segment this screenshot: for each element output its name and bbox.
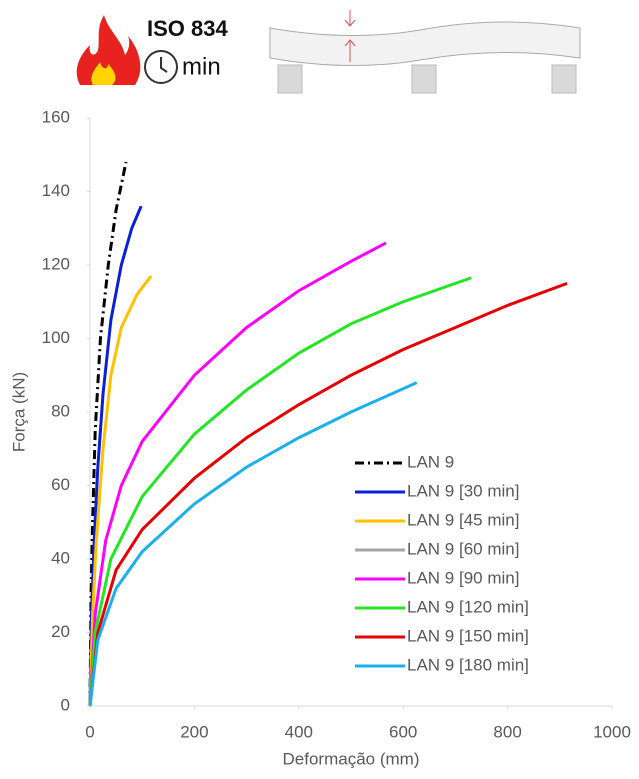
legend-label: LAN 9	[407, 452, 454, 471]
x-axis-label: Deformação (mm)	[283, 749, 420, 768]
series-line	[88, 381, 418, 707]
legend-label: LAN 9 [120 min]	[407, 597, 529, 616]
y-tick-label: 160	[42, 107, 70, 126]
legend-label: LAN 9 [45 min]	[407, 510, 519, 529]
series-line	[88, 281, 568, 707]
y-axis-label: Força (kN)	[9, 372, 28, 452]
beam-diagram	[269, 10, 581, 94]
y-tick-label: 140	[42, 181, 70, 200]
y-tick-label: 120	[42, 254, 70, 273]
x-tick-label: 1000	[593, 722, 631, 741]
series-line	[88, 276, 472, 707]
y-tick-label: 0	[61, 695, 70, 714]
badge: ISO 834	[147, 16, 228, 41]
x-tick-label: 800	[493, 722, 521, 741]
series-line	[88, 275, 153, 707]
y-tick-label: 100	[42, 328, 70, 347]
legend-label: LAN 9 [180 min]	[407, 655, 529, 674]
x-tick-label: 600	[389, 722, 417, 741]
unit: min	[182, 53, 221, 80]
legend-label: LAN 9 [90 min]	[407, 568, 519, 587]
fire-icon	[76, 15, 178, 85]
x-tick-label: 400	[285, 722, 313, 741]
y-tick-label: 20	[51, 622, 70, 641]
series-line	[88, 241, 387, 707]
y-tick-label: 40	[51, 548, 70, 567]
legend-label: LAN 9 [60 min]	[407, 539, 519, 558]
x-tick-label: 200	[180, 722, 208, 741]
legend-label: LAN 9 [30 min]	[407, 481, 519, 500]
legend-label: LAN 9 [150 min]	[407, 626, 529, 645]
y-tick-label: 60	[51, 475, 70, 494]
y-tick-label: 80	[51, 401, 70, 420]
x-tick-label: 0	[85, 722, 94, 741]
